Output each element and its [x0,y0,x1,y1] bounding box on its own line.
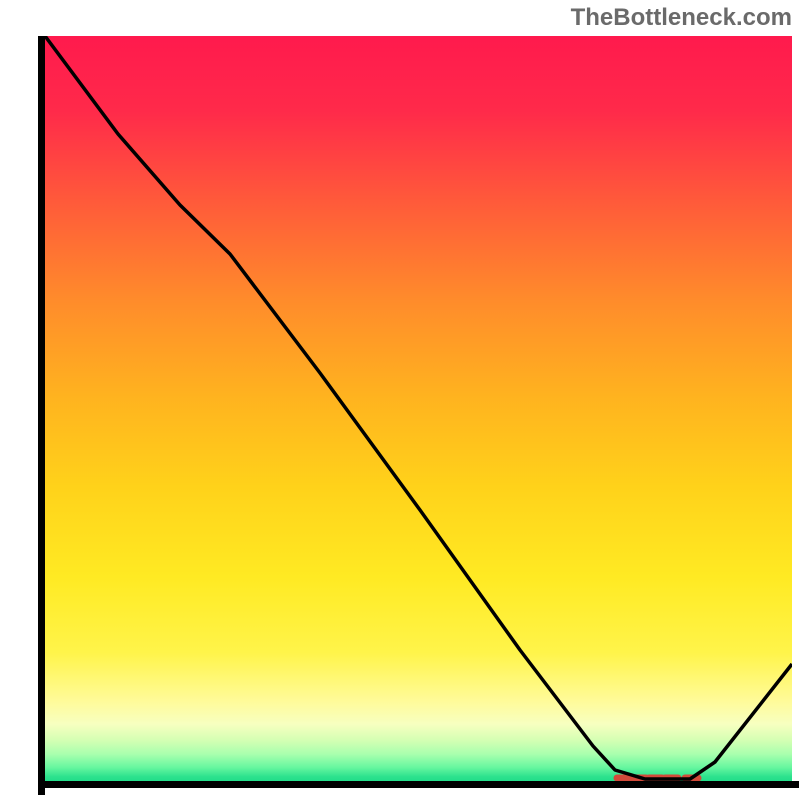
axis-bottom [38,781,799,788]
bottleneck-chart-svg [0,0,800,800]
watermark-text: TheBottleneck.com [571,4,792,32]
chart-root: TheBottleneck.com [0,0,800,800]
gradient-background [38,36,792,788]
axis-left [38,36,45,795]
